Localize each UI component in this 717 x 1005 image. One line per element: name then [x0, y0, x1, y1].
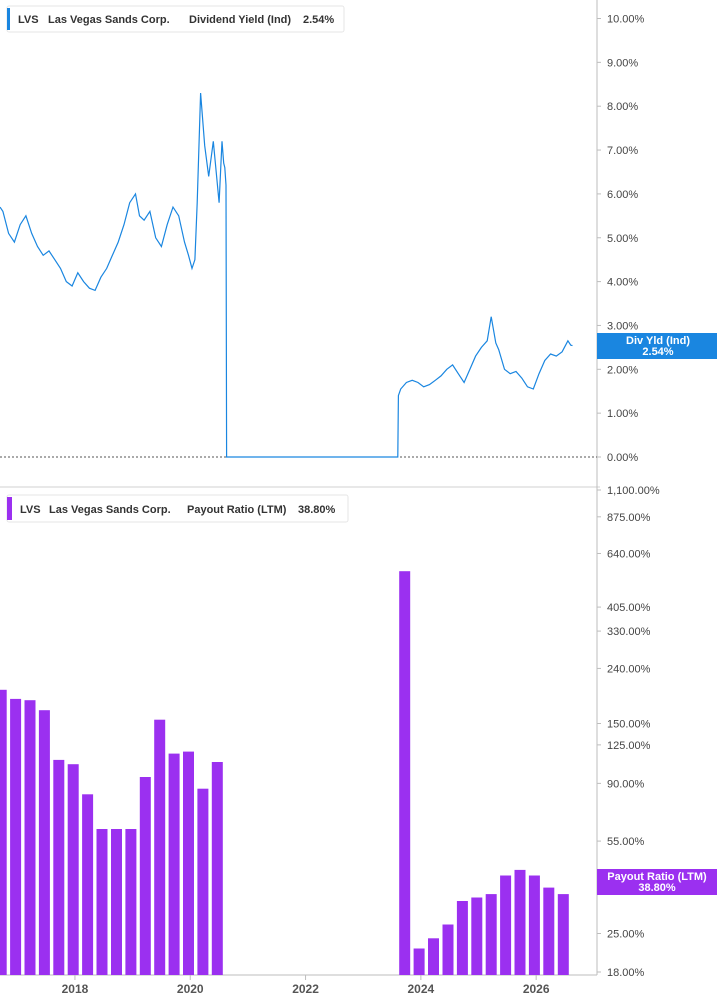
payout-bar [67, 764, 79, 975]
dividend-yield-line [0, 92, 573, 458]
bottom-legend-value: 38.80% [298, 504, 336, 516]
top-y-tick-label: 5.00% [607, 233, 638, 245]
bottom-y-tick-label: 240.00% [607, 663, 651, 675]
bottom-y-axis-ticks: 18.00% 25.00% 55.00% 90.00% 125.00% 150.00% 24… [597, 485, 660, 979]
top-y-tick-label: 3.00% [607, 320, 638, 332]
top-legend-company: Las Vegas Sands Corp. [48, 14, 170, 26]
payout-bar [154, 719, 166, 975]
payout-tag-label: Payout Ratio (LTM) [607, 871, 707, 883]
payout-bar [38, 710, 50, 975]
top-y-axis-ticks: 0.00% 1.00% 2.00% 3.00% 4.00% 5.00% 6.00% 7.00%… [597, 14, 645, 464]
top-y-tick-label: 9.00% [607, 57, 638, 69]
payout-bar [528, 875, 540, 975]
payout-bars [0, 571, 569, 975]
payout-bar [197, 788, 209, 975]
top-y-tick-label: 8.00% [607, 101, 638, 113]
payout-tag-box [597, 869, 717, 895]
payout-bar [471, 897, 483, 975]
bottom-legend-company: Las Vegas Sands Corp. [49, 504, 171, 516]
payout-bar [111, 829, 122, 975]
div-yield-tag-label: Div Yld (Ind) [626, 335, 690, 347]
top-legend-color-bar [7, 8, 10, 30]
payout-bar [399, 571, 411, 975]
x-tick-label: 2022 [292, 982, 319, 996]
bottom-y-tick-label: 330.00% [607, 626, 651, 638]
bottom-y-tick-label: 150.00% [607, 719, 651, 731]
div-yield-tag-value: 2.54% [642, 346, 673, 358]
bottom-y-tick-label: 25.00% [607, 928, 645, 940]
payout-bar [96, 829, 108, 975]
payout-bar [456, 901, 468, 975]
bottom-y-tick-label: 18.00% [607, 967, 645, 979]
top-legend: LVS Las Vegas Sands Corp. Dividend Yield… [6, 5, 345, 33]
div-yield-tag-box [597, 333, 717, 359]
payout-bar [543, 887, 555, 975]
bottom-y-tick-label: 640.00% [607, 548, 651, 560]
payout-bar [557, 894, 569, 975]
bottom-y-tick-label: 405.00% [607, 602, 651, 614]
top-y-tick-label: 4.00% [607, 277, 638, 289]
x-axis-ticks: 2018 2020 2022 2024 2026 [62, 975, 550, 996]
payout-bar [125, 829, 137, 975]
payout-bar [413, 948, 425, 975]
bottom-legend: LVS Las Vegas Sands Corp. Payout Ratio (… [6, 494, 349, 523]
payout-bar [500, 875, 512, 975]
top-y-tick-label: 2.00% [607, 364, 638, 376]
svg-text:LVS Las Vegas Sands Corp: LVS Las Vegas Sands Corp. Dividend Yield… [18, 10, 334, 27]
top-y-tick-label: 6.00% [607, 189, 638, 201]
payout-bar [82, 794, 94, 975]
bottom-y-tick-label: 125.00% [607, 740, 651, 752]
payout-bar [211, 762, 223, 975]
payout-value-tag: Payout Ratio (LTM) 38.80% [597, 869, 717, 895]
bottom-legend-metric: Payout Ratio (LTM) [187, 504, 287, 516]
payout-bar [514, 869, 526, 975]
top-y-tick-label: 0.00% [607, 452, 638, 464]
payout-tag-value: 38.80% [638, 882, 676, 894]
x-tick-label: 2020 [177, 982, 204, 996]
bottom-y-tick-label: 55.00% [607, 836, 645, 848]
bottom-y-tick-label: 875.00% [607, 512, 651, 524]
top-legend-ticker: LVS [18, 14, 39, 26]
div-yield-value-tag: Div Yld (Ind) 2.54% [597, 333, 717, 359]
x-tick-label: 2026 [523, 982, 550, 996]
bottom-y-tick-label: 90.00% [607, 778, 645, 790]
top-y-tick-label: 1.00% [607, 408, 638, 420]
payout-bar [24, 700, 36, 975]
bottom-legend-color-bar [7, 497, 12, 520]
top-legend-metric: Dividend Yield (Ind) [189, 14, 291, 26]
payout-bar [428, 938, 439, 975]
top-y-tick-label: 7.00% [607, 145, 638, 157]
payout-bar [442, 924, 454, 975]
bottom-legend-ticker: LVS [20, 504, 41, 516]
x-tick-label: 2024 [408, 982, 435, 996]
payout-bar [485, 894, 497, 975]
svg-text:LVS Las Vegas Sands Corp: LVS Las Vegas Sands Corp. Payout Ratio (… [20, 500, 336, 517]
x-tick-label: 2018 [62, 982, 89, 996]
payout-bar [10, 698, 22, 975]
payout-bar [139, 777, 151, 975]
top-y-tick-label: 10.00% [607, 14, 645, 26]
top-legend-value: 2.54% [303, 14, 334, 26]
payout-bar [183, 751, 194, 975]
payout-bar [53, 759, 65, 975]
payout-bar [168, 753, 180, 975]
payout-bar [0, 689, 7, 975]
bottom-y-tick-label: 1,100.00% [607, 485, 660, 497]
